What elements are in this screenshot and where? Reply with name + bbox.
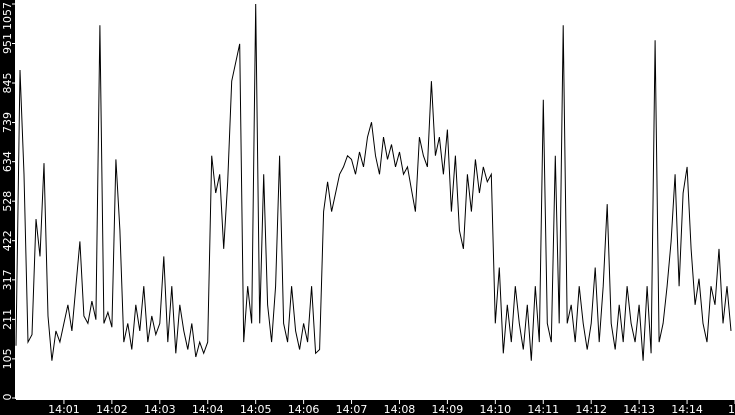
x-tick-label: 14:09 (432, 403, 464, 415)
x-tick-label: 14:07 (336, 403, 368, 415)
x-tick-label: 14:08 (384, 403, 416, 415)
y-tick-label: 105 (1, 348, 14, 369)
x-tick-label: 14:04 (192, 403, 224, 415)
x-tick-label: 14:06 (288, 403, 320, 415)
x-tick-label: 14:03 (144, 403, 176, 415)
y-tick-label: 1057 (1, 2, 14, 30)
y-tick-label: 0 (1, 394, 14, 401)
plot-area (16, 0, 735, 399)
y-tick-label: 422 (1, 230, 14, 251)
x-tick-label: 14:02 (96, 403, 128, 415)
y-axis: 0 105 211 317 422 528 634 739 845 951 1057 (1, 0, 16, 401)
y-tick-label: 845 (1, 73, 14, 94)
x-tick-label: 14:14 (671, 403, 703, 415)
x-tick-label: 14:05 (240, 403, 272, 415)
x-tick-label: 14:01 (48, 403, 80, 415)
series-line (15, 3, 732, 361)
x-tick-label: 14 (728, 403, 735, 415)
y-tick-label: 528 (1, 191, 14, 212)
x-axis: 14:01 14:02 14:03 14:04 14:05 14:06 14:07 14:08… (16, 399, 735, 415)
x-tick-label: 14:12 (575, 403, 607, 415)
y-tick-label: 317 (1, 269, 14, 290)
y-tick-label: 739 (1, 112, 14, 133)
x-tick-label: 14:13 (623, 403, 655, 415)
y-tick-label: 211 (1, 309, 14, 330)
x-tick-label: 14:11 (527, 403, 559, 415)
y-tick-label: 951 (1, 33, 14, 54)
y-tick-label: 634 (1, 151, 14, 172)
x-tick-label: 14:10 (479, 403, 511, 415)
